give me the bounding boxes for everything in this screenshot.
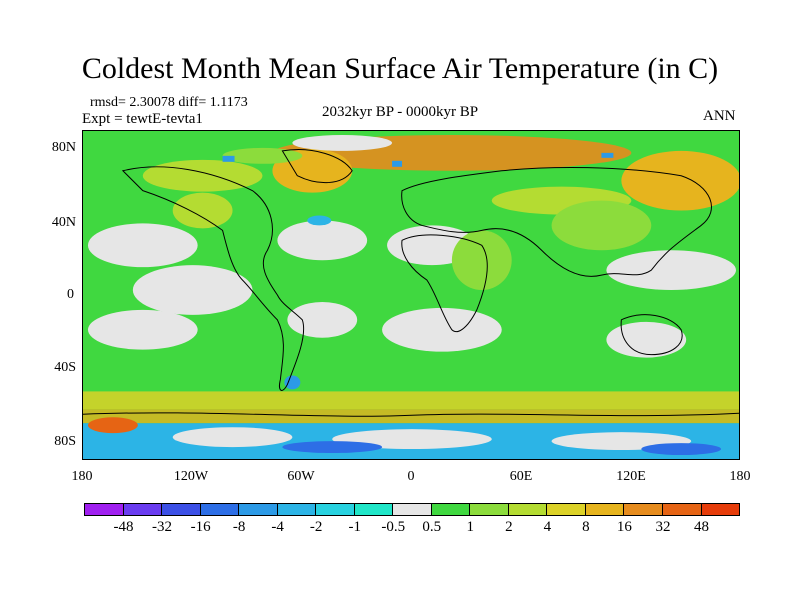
colorbar-box-13 — [584, 503, 625, 516]
map-title: Coldest Month Mean Surface Air Temperatu… — [81, 52, 719, 85]
lon-label-60e: 60E — [509, 469, 533, 484]
temperature-anomaly-map — [83, 134, 739, 459]
colorbar-box-12 — [546, 503, 586, 516]
lon-label-180w: 180 — [71, 469, 93, 484]
lat-label-40n: 40N — [51, 215, 76, 230]
colorbar-label-13: 16 — [616, 519, 632, 535]
colorbar-box-1 — [122, 503, 163, 516]
colorbar-box-7 — [353, 503, 394, 516]
season-label: ANN — [703, 108, 736, 124]
experiment-label: Expt = tewtE-tevta1 — [82, 111, 203, 127]
stats-text: rmsd= 2.30078 diff= 1.1173 — [90, 95, 248, 110]
colorbar-box-5 — [276, 503, 317, 516]
colorbar — [84, 503, 741, 516]
colorbar-label-5: -2 — [309, 519, 323, 535]
colorbar-label-14: 32 — [655, 519, 671, 535]
lon-label-60w: 60W — [287, 469, 315, 484]
colorbar-label-1: -32 — [152, 519, 173, 535]
colorbar-box-4 — [238, 503, 278, 516]
map-panel — [82, 130, 740, 460]
colorbar-box-3 — [199, 503, 240, 516]
colorbar-label-2: -16 — [190, 519, 211, 535]
colorbar-box-14 — [623, 503, 663, 516]
colorbar-label-10: 2 — [505, 519, 513, 535]
colorbar-label-8: 0.5 — [422, 519, 442, 535]
colorbar-label-6: -1 — [348, 519, 361, 535]
field-shading — [83, 134, 739, 459]
colorbar-box-6 — [315, 503, 355, 516]
colorbar-box-0 — [84, 503, 124, 516]
lat-label-eq: 0 — [67, 287, 74, 302]
colorbar-box-15 — [661, 503, 702, 516]
lon-label-180e: 180 — [729, 469, 751, 484]
colorbar-box-10 — [469, 503, 509, 516]
lon-label-0: 0 — [407, 469, 415, 484]
coastlines — [83, 149, 739, 417]
colorbar-label-11: 4 — [543, 519, 552, 535]
period-label: 2032kyr BP - 0000kyr BP — [322, 104, 479, 120]
colorbar-box-8 — [392, 503, 432, 516]
colorbar-box-16 — [700, 503, 741, 516]
colorbar-box-9 — [430, 503, 471, 516]
lat-label-80s: 80S — [54, 434, 76, 449]
colorbar-label-4: -4 — [271, 519, 284, 535]
lon-label-120e: 120E — [616, 469, 646, 484]
colorbar-box-2 — [161, 503, 201, 516]
lat-label-80n: 80N — [51, 140, 76, 155]
colorbar-label-0: -48 — [113, 519, 134, 535]
lat-label-40s: 40S — [54, 360, 76, 375]
colorbar-box-11 — [507, 503, 548, 516]
colorbar-label-3: -8 — [232, 519, 246, 535]
colorbar-label-7: -0.5 — [381, 519, 406, 535]
colorbar-label-12: 8 — [582, 519, 590, 535]
colorbar-label-15: 48 — [693, 519, 709, 535]
lon-label-120w: 120W — [173, 469, 209, 484]
colorbar-label-9: 1 — [466, 519, 475, 535]
